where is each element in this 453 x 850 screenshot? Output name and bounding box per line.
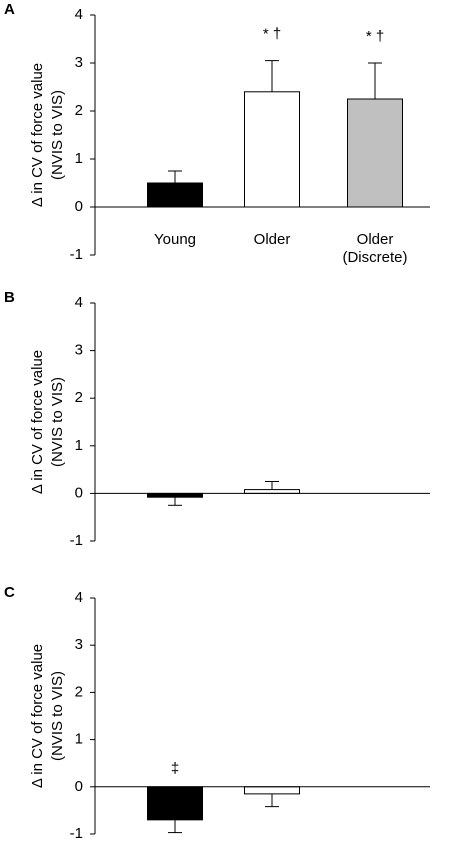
panel-label: B xyxy=(4,289,15,306)
y-tick-label: 4 xyxy=(75,589,83,606)
x-tick-label: Young xyxy=(154,231,196,248)
y-tick-label: -1 xyxy=(70,532,83,549)
y-axis-label: Δ in CV of force value xyxy=(29,350,46,494)
bar xyxy=(347,98,403,208)
bar xyxy=(244,91,300,208)
y-axis-label: (NVIS to VIS) xyxy=(49,90,66,180)
y-tick-label: 2 xyxy=(75,102,83,119)
y-tick-label: 1 xyxy=(75,437,83,454)
y-tick-label: 1 xyxy=(75,731,83,748)
y-tick-label: -1 xyxy=(70,825,83,842)
y-tick-label: 1 xyxy=(75,150,83,167)
annotation: * † xyxy=(263,26,281,43)
bar xyxy=(244,786,300,795)
y-tick-label: 4 xyxy=(75,6,83,23)
y-tick-label: 0 xyxy=(75,484,83,501)
y-tick-label: -1 xyxy=(70,246,83,263)
y-tick-label: 0 xyxy=(75,778,83,795)
x-tick-label: Older (Discrete) xyxy=(342,231,408,266)
panel-label: C xyxy=(4,584,15,601)
y-axis-label: (NVIS to VIS) xyxy=(49,377,66,467)
bar xyxy=(147,786,203,821)
panel-label: A xyxy=(4,1,15,18)
y-tick-label: 4 xyxy=(75,294,83,311)
y-tick-label: 2 xyxy=(75,389,83,406)
x-tick-label: Older xyxy=(253,231,291,248)
y-axis-label: (NVIS to VIS) xyxy=(49,671,66,761)
bar xyxy=(147,492,203,498)
y-tick-label: 3 xyxy=(75,342,83,359)
bar xyxy=(244,489,300,494)
y-tick-label: 0 xyxy=(75,198,83,215)
y-axis-label: Δ in CV of force value xyxy=(29,644,46,788)
annotation: ‡ xyxy=(171,760,179,777)
annotation: * † xyxy=(366,28,384,45)
y-axis-label: Δ in CV of force value xyxy=(29,63,46,207)
bar xyxy=(147,182,203,208)
y-tick-label: 3 xyxy=(75,54,83,71)
y-tick-label: 2 xyxy=(75,683,83,700)
y-tick-label: 3 xyxy=(75,636,83,653)
